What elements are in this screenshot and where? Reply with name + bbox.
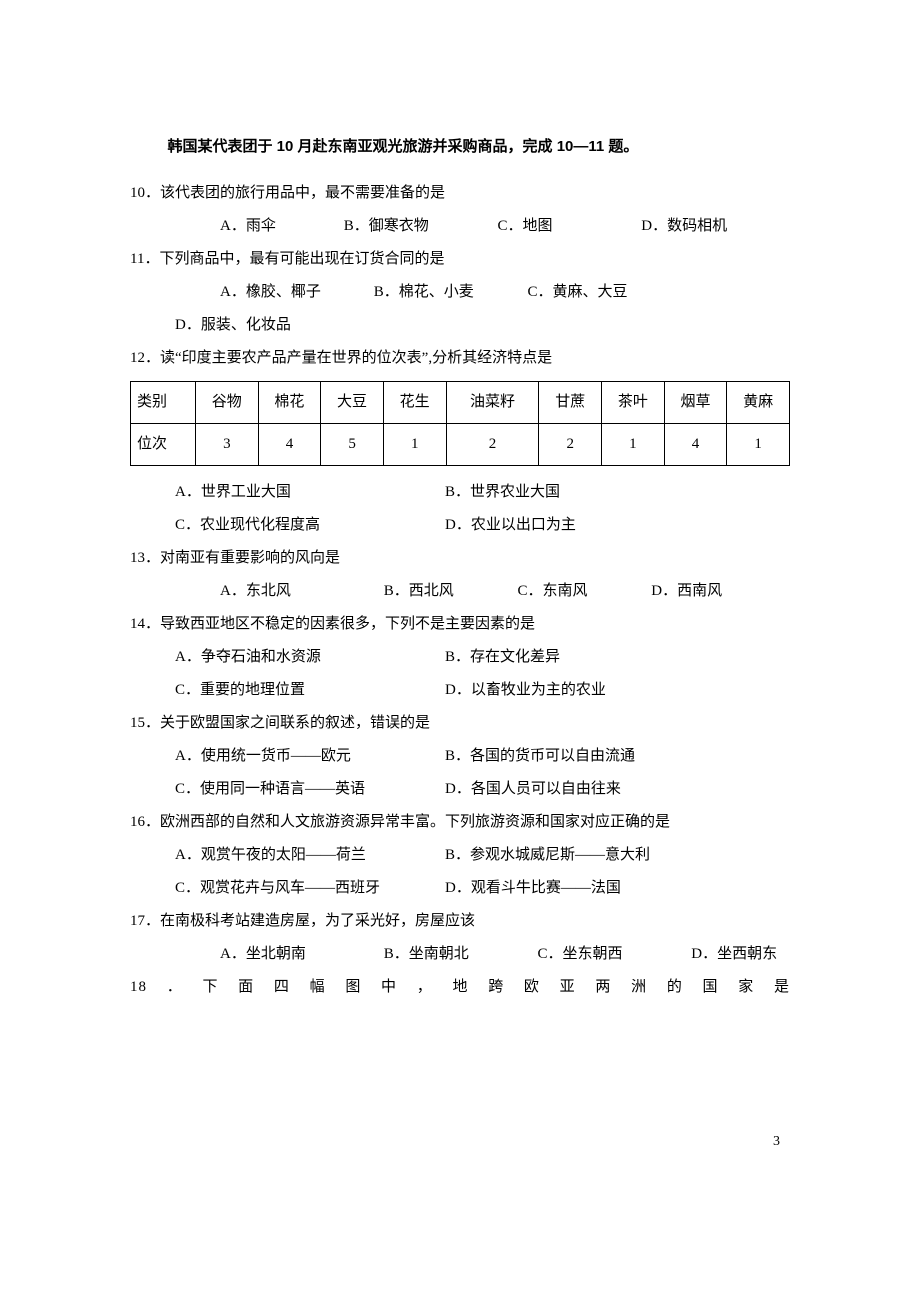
- q10-options: A．雨伞 B．御寒衣物 C．地图 D．数码相机: [130, 210, 790, 243]
- q12-opt-c: C．农业现代化程度高: [175, 509, 445, 542]
- q17-opt-b: B．坐南朝北: [339, 938, 489, 971]
- q14-opt-d: D．以畜牧业为主的农业: [445, 674, 790, 707]
- q10-stem: 10．该代表团的旅行用品中，最不需要准备的是: [130, 177, 790, 210]
- q12-stem: 12．读“印度主要农产品产量在世界的位次表”,分析其经济特点是: [130, 342, 790, 375]
- q15-opt-a: A．使用统一货币——欧元: [175, 740, 445, 773]
- q16-opt-d: D．观看斗牛比赛——法国: [445, 872, 790, 905]
- q11-stem: 11．下列商品中，最有可能出现在订货合同的是: [130, 243, 790, 276]
- table-cell: 1: [383, 424, 446, 466]
- q10-opt-d: D．数码相机: [596, 210, 727, 243]
- table-cell: 4: [258, 424, 321, 466]
- table-cell: 5: [321, 424, 384, 466]
- table-cell: 2: [539, 424, 602, 466]
- q10-opt-b: B．御寒衣物: [299, 210, 449, 243]
- table-cell: 大豆: [321, 382, 384, 424]
- table-cell: 2: [446, 424, 539, 466]
- table-cell: 位次: [131, 424, 196, 466]
- table-cell: 4: [664, 424, 727, 466]
- q13-stem: 13．对南亚有重要影响的风向是: [130, 542, 790, 575]
- q10-opt-c: C．地图: [453, 210, 593, 243]
- q17-options: A．坐北朝南 B．坐南朝北 C．坐东朝西 D．坐西朝东: [130, 938, 790, 971]
- table-cell: 谷物: [196, 382, 259, 424]
- table-cell: 黄麻: [727, 382, 790, 424]
- q16-opt-c: C．观赏花卉与风车——西班牙: [175, 872, 445, 905]
- table-cell: 茶叶: [602, 382, 665, 424]
- intro-text: 韩国某代表团于 10 月赴东南亚观光旅游并采购商品，完成 10—11 题。: [130, 130, 790, 163]
- q13-opt-a: A．东北风: [175, 575, 335, 608]
- q16-stem: 16．欧洲西部的自然和人文旅游资源异常丰富。下列旅游资源和国家对应正确的是: [130, 806, 790, 839]
- table-cell: 1: [727, 424, 790, 466]
- q11-opt-b: B．棉花、小麦: [329, 276, 479, 309]
- q15-stem: 15．关于欧盟国家之间联系的叙述，错误的是: [130, 707, 790, 740]
- q11-opt-c: C．黄麻、大豆: [483, 276, 633, 309]
- table-cell: 类别: [131, 382, 196, 424]
- q17-stem: 17．在南极科考站建造房屋，为了采光好，房屋应该: [130, 905, 790, 938]
- q11-options: A．橡胶、椰子 B．棉花、小麦 C．黄麻、大豆 D．服装、化妆品: [130, 276, 790, 342]
- table-row: 位次 3 4 5 1 2 2 1 4 1: [131, 424, 790, 466]
- page-number: 3: [0, 1064, 920, 1150]
- q16-opt-b: B．参观水城威尼斯——意大利: [445, 839, 790, 872]
- q18-stem: 18．下面四幅图中，地跨欧亚两洲的国家是: [130, 971, 790, 1004]
- q14-opt-b: B．存在文化差异: [445, 641, 790, 674]
- q13-options: A．东北风 B．西北风 C．东南风 D．西南风: [130, 575, 790, 608]
- india-agri-table: 类别 谷物 棉花 大豆 花生 油菜籽 甘蔗 茶叶 烟草 黄麻 位次 3 4 5 …: [130, 381, 790, 466]
- q15-opt-d: D．各国人员可以自由往来: [445, 773, 790, 806]
- q12-opt-b: B．世界农业大国: [445, 476, 790, 509]
- q13-opt-d: D．西南风: [606, 575, 722, 608]
- q13-opt-b: B．西北风: [339, 575, 469, 608]
- table-cell: 烟草: [664, 382, 727, 424]
- table-cell: 油菜籽: [446, 382, 539, 424]
- q17-opt-a: A．坐北朝南: [175, 938, 335, 971]
- table-cell: 1: [602, 424, 665, 466]
- document-page: 韩国某代表团于 10 月赴东南亚观光旅游并采购商品，完成 10—11 题。 10…: [0, 0, 920, 1064]
- q16-opt-a: A．观赏午夜的太阳——荷兰: [175, 839, 445, 872]
- table-row: 类别 谷物 棉花 大豆 花生 油菜籽 甘蔗 茶叶 烟草 黄麻: [131, 382, 790, 424]
- q15-opt-c: C．使用同一种语言——英语: [175, 773, 445, 806]
- q12-options: A．世界工业大国 B．世界农业大国 C．农业现代化程度高 D．农业以出口为主: [130, 476, 790, 542]
- q13-opt-c: C．东南风: [473, 575, 603, 608]
- q17-opt-d: D．坐西朝东: [646, 938, 777, 971]
- table-cell: 甘蔗: [539, 382, 602, 424]
- q10-opt-a: A．雨伞: [175, 210, 295, 243]
- q12-opt-a: A．世界工业大国: [175, 476, 445, 509]
- table-cell: 棉花: [258, 382, 321, 424]
- q15-opt-b: B．各国的货币可以自由流通: [445, 740, 790, 773]
- q16-options: A．观赏午夜的太阳——荷兰 B．参观水城威尼斯——意大利 C．观赏花卉与风车——…: [130, 839, 790, 905]
- q14-options: A．争夺石油和水资源 B．存在文化差异 C．重要的地理位置 D．以畜牧业为主的农…: [130, 641, 790, 707]
- q15-options: A．使用统一货币——欧元 B．各国的货币可以自由流通 C．使用同一种语言——英语…: [130, 740, 790, 806]
- table-cell: 花生: [383, 382, 446, 424]
- q14-opt-a: A．争夺石油和水资源: [175, 641, 445, 674]
- q11-opt-a: A．橡胶、椰子: [175, 276, 325, 309]
- q17-opt-c: C．坐东朝西: [493, 938, 643, 971]
- table-cell: 3: [196, 424, 259, 466]
- q12-opt-d: D．农业以出口为主: [445, 509, 790, 542]
- q14-stem: 14．导致西亚地区不稳定的因素很多，下列不是主要因素的是: [130, 608, 790, 641]
- q14-opt-c: C．重要的地理位置: [175, 674, 445, 707]
- q11-opt-d: D．服装、化妆品: [130, 309, 291, 342]
